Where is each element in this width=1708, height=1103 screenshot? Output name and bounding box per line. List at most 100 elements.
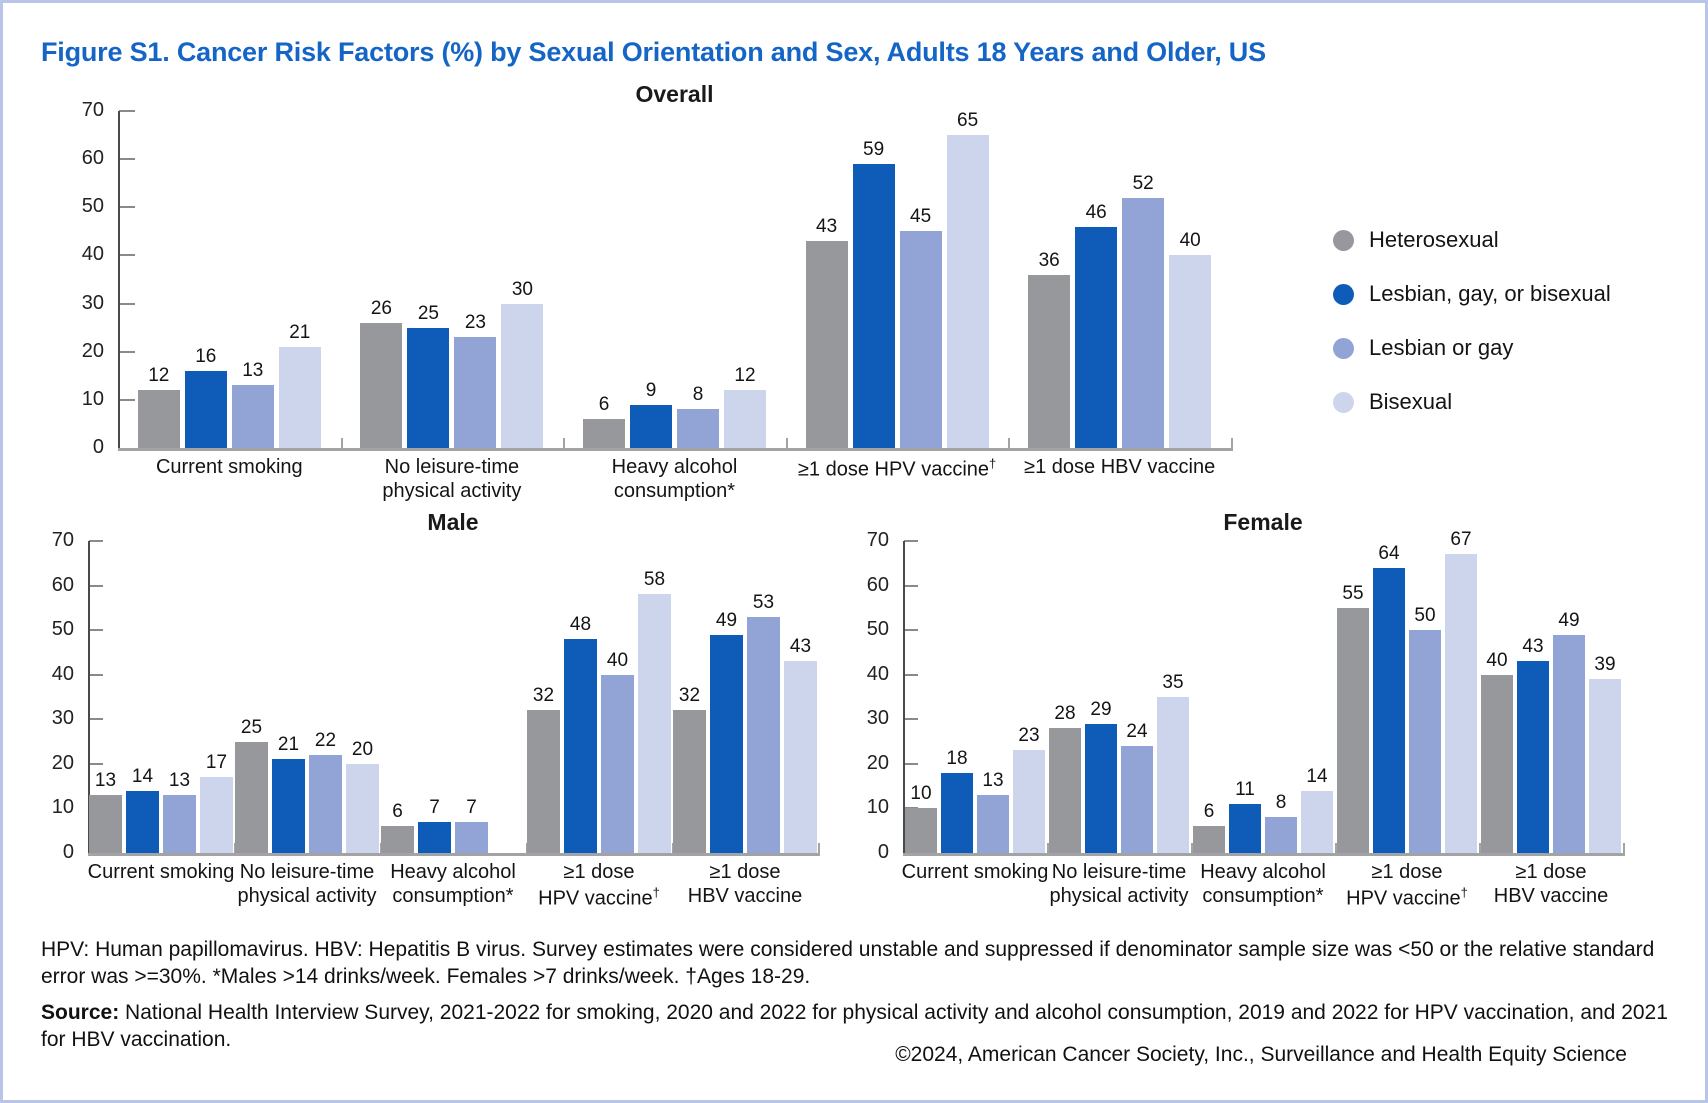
bar-slot: 20	[346, 739, 379, 853]
y-tick-mark	[119, 350, 135, 353]
bar-lesbian_gay	[977, 795, 1009, 853]
bar-lesbian_gay	[455, 822, 488, 853]
category-label: No leisure-time physical activity	[237, 861, 377, 907]
bar-lgb	[710, 635, 743, 853]
bar-slot: 43	[784, 636, 817, 853]
bar-slot: 16	[184, 346, 227, 448]
bar-group: 12 16 13 21	[119, 111, 340, 448]
bar-value-label: 17	[205, 752, 228, 773]
x-axis-line	[88, 853, 820, 856]
group-boundary-tick	[1479, 843, 1481, 853]
bar-value-label: 30	[511, 279, 533, 300]
bar-group: 32 48 40 58	[527, 541, 671, 853]
bar-bisexual	[1445, 554, 1477, 853]
y-axis-tick-label: 0	[877, 841, 889, 863]
bar-value-label: 59	[863, 139, 885, 160]
y-tick-mark	[89, 540, 103, 542]
bar-bisexual	[346, 764, 379, 853]
category-label: Current smoking	[901, 861, 1049, 883]
bar-slot: 65	[946, 110, 989, 448]
y-axis-tick-label: 20	[51, 751, 74, 774]
y-tick-mark	[89, 584, 103, 587]
bar-slot: 12	[137, 365, 180, 448]
group-boundary-tick	[1008, 438, 1010, 448]
bar-slot: 23	[454, 312, 497, 448]
bar-slot: 39	[1589, 654, 1621, 853]
bar-heterosexual	[805, 241, 848, 448]
y-axis-tick-label: 10	[51, 796, 74, 819]
bar-value-label: 28	[1054, 703, 1076, 724]
y-axis-tick-label: 10	[81, 387, 104, 410]
bar-lesbian_gay	[163, 795, 196, 853]
bar-bisexual	[946, 135, 989, 448]
bar-lgb	[1517, 661, 1549, 853]
bar-value-label: 45	[910, 206, 932, 227]
bar-group: 10 18 13 23	[904, 541, 1046, 853]
bar-lesbian_gay	[454, 337, 497, 448]
category-label: Heavy alcohol consumption*	[611, 456, 738, 502]
bar-group: 26 25 23 30	[342, 111, 563, 448]
category-label: Heavy alcohol consumption*	[390, 861, 516, 907]
bar-slot: 58	[638, 569, 671, 853]
bar-slot: 11	[1229, 779, 1261, 853]
bar-slot: 49	[710, 610, 743, 853]
bar-value-label: 23	[1018, 725, 1040, 746]
bar-slot: 25	[407, 303, 450, 448]
y-axis-tick-label: 20	[81, 339, 104, 362]
bar-value-label: 22	[314, 730, 337, 751]
source-text: National Health Interview Survey, 2021-2…	[41, 1000, 1668, 1051]
y-axis-tick-label: 50	[51, 618, 74, 641]
bar-slot: 21	[272, 734, 305, 853]
bar-slot: 8	[1265, 792, 1297, 853]
y-axis-tick-label: 40	[51, 662, 74, 685]
bar-slot: 53	[747, 592, 780, 853]
bar-lgb	[852, 164, 895, 448]
bar-value-label: 32	[532, 685, 555, 706]
bar-slot: 49	[1553, 610, 1585, 853]
bar-value-label: 40	[1486, 650, 1508, 671]
y-tick-mark	[904, 673, 918, 676]
bar-value-label: 49	[1558, 610, 1580, 631]
bar-slot: 12	[723, 365, 766, 448]
bar-slot: 64	[1373, 543, 1405, 853]
group-boundary-tick	[1623, 843, 1625, 853]
legend-dot-icon	[1333, 229, 1354, 251]
chart-title: Female	[1223, 509, 1303, 535]
footnotes: HPV: Human papillomavirus. HBV: Hepatiti…	[41, 936, 1681, 1053]
y-tick-mark	[89, 629, 103, 632]
y-axis-tick-label: 30	[81, 291, 104, 314]
bar-group: 6 9 8 12	[564, 111, 785, 448]
bar-heterosexual	[89, 795, 122, 853]
category-label: No leisure-time physical activity	[1049, 861, 1189, 907]
bar-value-label: 18	[946, 748, 968, 769]
bar-slot: 9	[629, 380, 672, 448]
y-tick-mark	[119, 206, 135, 209]
y-axis-tick-label: 60	[51, 573, 74, 596]
group-boundary-tick	[1335, 843, 1337, 853]
bar-heterosexual	[137, 390, 180, 448]
bar-slot: 29	[1085, 699, 1117, 853]
bar-slot: 46	[1075, 202, 1118, 448]
category-label: Current smoking	[87, 861, 235, 883]
category-label: Current smoking	[155, 456, 303, 478]
bar-value-label: 43	[789, 636, 812, 657]
bar-value-label: 46	[1085, 202, 1107, 223]
bar-lgb	[407, 328, 450, 448]
bar-bisexual	[501, 304, 544, 448]
bar-value-label: 43	[1522, 636, 1544, 657]
bar-value-label: 13	[982, 770, 1004, 791]
bar-heterosexual	[1049, 728, 1081, 853]
bar-lesbian_gay	[899, 231, 942, 448]
y-tick-mark	[904, 629, 918, 632]
y-tick-mark	[904, 584, 918, 587]
bar-slot: 18	[941, 748, 973, 853]
bar-value-label: 52	[1132, 173, 1154, 194]
bar-value-label: 40	[606, 650, 629, 671]
bar-slot: 32	[527, 685, 560, 853]
bar-slot: 40	[601, 650, 634, 853]
bar-value-label: 25	[240, 717, 263, 738]
bar-slot: 13	[163, 770, 196, 853]
category-label: ≥1 dose HBV vaccine	[1493, 861, 1609, 907]
bar-heterosexual	[905, 808, 937, 853]
